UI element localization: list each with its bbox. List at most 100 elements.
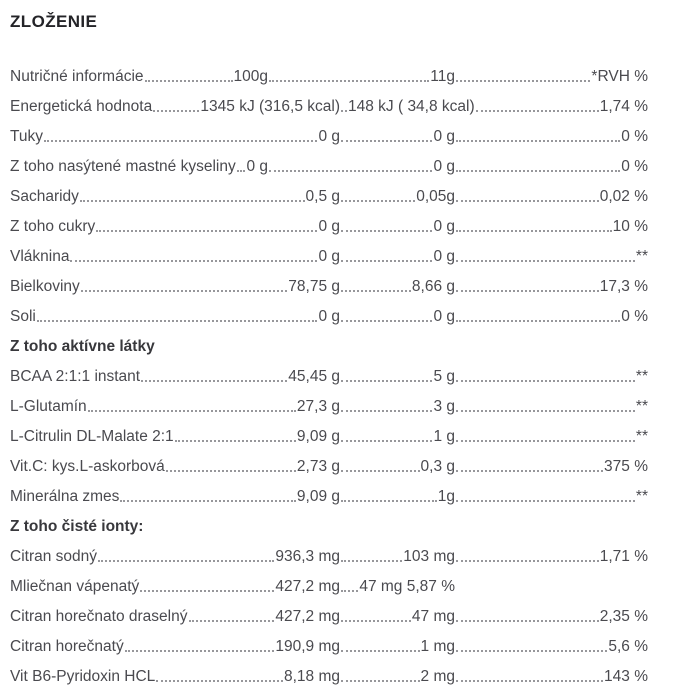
row-value-per-serving: 0 g [433,218,455,235]
row-seg-per100g: Mliečnan vápenatý 427,2 mg [10,577,340,596]
row-value-per-100g: 427,2 mg [275,608,340,625]
table-section-header: Z toho aktívne látky [10,326,648,356]
table-row: Citran horečnatý 190,9 mg 1 mg 5,6 % [10,626,648,656]
row-value-per-100g: 9,09 g [296,488,340,505]
row-value-per-serving: 0,05g [416,188,455,205]
dot-leader [456,410,635,412]
row-seg-percent: ** [455,247,648,266]
dot-leader [174,440,296,442]
row-seg-percent: 1,71 % [455,547,648,566]
dot-leader [341,440,433,442]
row-value-per-100g: 427,2 mg [275,578,340,595]
row-value-per-100g: 0 g [246,158,268,175]
row-label: Mliečnan vápenatý [10,578,140,595]
dot-leader [456,80,591,82]
row-value-per-100g: 0 g [318,218,340,235]
row-value-per-serving: 3 g [433,398,455,415]
row-value-per-100g: 45,45 g [288,368,340,385]
row-percent-rvh: 17,3 % [599,278,648,295]
row-seg-percent: ** [455,397,648,416]
row-seg-per-serving: 0 g [268,157,455,176]
dot-leader [456,500,635,502]
row-value-per-100g: 100g [233,68,268,85]
dot-leader [341,110,347,112]
row-label: Z toho cukry [10,218,96,235]
dot-leader [456,560,599,562]
dot-leader [341,560,403,562]
row-percent-rvh: 0 % [621,308,648,325]
row-seg-percent: 0 % [455,127,648,146]
row-label: Z toho nasýtené mastné kyseliny [10,158,236,175]
dot-leader [341,140,433,142]
dot-leader [80,290,288,292]
table-row: Tuky 0 g 0 g 0 % [10,116,648,146]
row-value-per-100g: 9,09 g [296,428,340,445]
row-value-per-serving: 103 mg [403,548,455,565]
row-percent-rvh: 2,35 % [599,608,648,625]
table-row: Z toho nasýtené mastné kyseliny 0 g 0 g … [10,146,648,176]
row-seg-per100g: Vit B6-Pyridoxin HCL 8,18 mg [10,667,340,686]
row-value-per-serving: 47 mg 5,87 % [359,578,455,595]
row-label: Sacharidy [10,188,79,205]
row-seg-percent: 0,02 % [455,187,648,206]
row-value-per-100g: 8,18 mg [283,668,340,685]
row-label: Vit B6-Pyridoxin HCL [10,668,156,685]
row-seg-per-serving: 11g [268,67,455,86]
row-label: BCAA 2:1:1 instant [10,368,141,385]
row-value-per-100g: 1345 kJ (316,5 kcal) [200,98,340,115]
row-label: Minerálna zmes [10,488,120,505]
dot-leader [165,470,296,472]
row-value-per-100g: 0 g [318,308,340,325]
row-seg-percent [455,592,648,596]
dot-leader [124,650,275,652]
row-seg-percent: 17,3 % [455,277,648,296]
dot-leader [156,680,283,682]
row-value-per-100g: 0 g [318,128,340,145]
dot-leader [456,230,612,232]
row-value-per-100g: 0,5 g [305,188,340,205]
row-value-per-serving: 0 g [433,308,455,325]
row-label: Soli [10,308,36,325]
row-percent-rvh: 0 % [621,158,648,175]
row-label: L-Citrulin DL-Malate 2:1 [10,428,174,445]
row-value-per-100g: 78,75 g [288,278,340,295]
dot-leader [341,620,411,622]
dot-leader [341,650,420,652]
table-row: Mliečnan vápenatý 427,2 mg 47 mg 5,87 % [10,566,648,596]
row-seg-percent: 2,35 % [455,607,648,626]
row-seg-per-serving: 1 mg [340,637,455,656]
table-row: Nutričné informácie 100g 11g *RVH % [10,56,648,86]
dot-leader [456,680,604,682]
table-row: Sacharidy 0,5 g 0,05g 0,02 % [10,176,648,206]
dot-leader [456,260,635,262]
dot-leader [456,470,604,472]
row-seg-per100g: Citran horečnatý 190,9 mg [10,637,340,656]
row-percent-rvh: ** [635,488,648,505]
dot-leader [120,500,296,502]
row-label: Energetická hodnota [10,98,153,115]
row-seg-per100g: Z toho nasýtené mastné kyseliny 0 g [10,157,268,176]
row-seg-per-serving: 3 g [340,397,455,416]
row-seg-percent: ** [455,487,648,506]
row-seg-percent: *RVH % [455,67,648,86]
row-value-per-serving: 1g [437,488,455,505]
dot-leader [456,650,608,652]
dot-leader [456,200,599,202]
dot-leader [456,440,635,442]
page-title: ZLOŽENIE [10,12,98,31]
row-percent-rvh: *RVH % [591,68,648,85]
row-seg-per-serving: 0 g [340,127,455,146]
dot-leader [269,170,433,172]
row-percent-rvh: 0,02 % [599,188,648,205]
row-value-per-serving: 5 g [433,368,455,385]
row-percent-rvh: 143 % [604,668,648,685]
section-label: Z toho čisté ionty: [10,518,144,535]
row-value-per-serving: 148 kJ ( 34,8 kcal) [348,98,475,115]
dot-leader [456,140,621,142]
dot-leader [456,290,599,292]
dot-leader [341,590,359,592]
row-seg-per-serving: 0,05g [340,187,455,206]
row-value-per-serving: 0 g [433,248,455,265]
dot-leader [456,380,635,382]
table-row: Vláknina 0 g 0 g ** [10,236,648,266]
